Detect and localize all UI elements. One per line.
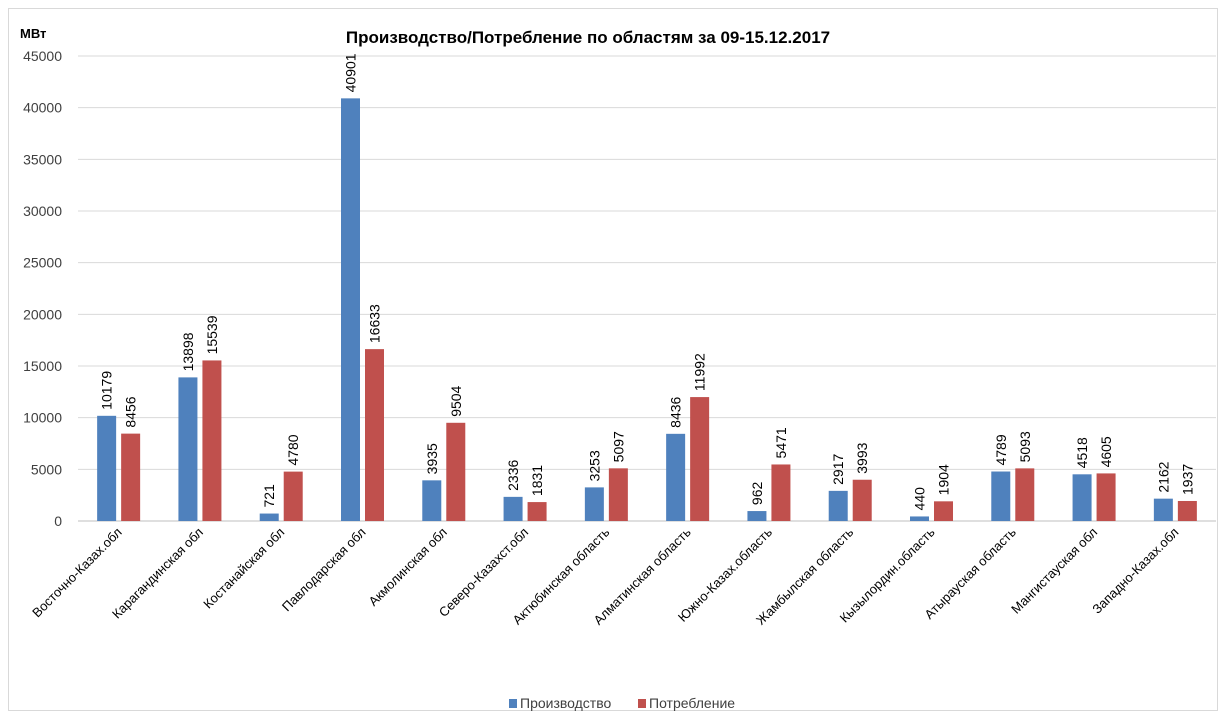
bar-consumption [121,433,141,521]
data-label: 9504 [448,385,464,416]
bar-production [991,471,1011,521]
bar-consumption [1177,500,1197,521]
data-label: 3993 [854,442,870,473]
data-label: 5093 [1017,431,1033,462]
y-tick-label: 45000 [23,48,62,64]
bar-consumption [527,502,547,521]
bar-production [584,487,604,521]
x-tick-label: Мангистауская обл [1008,525,1100,617]
bar-production [341,98,360,522]
data-label: 3253 [586,450,602,481]
data-label: 13898 [180,332,196,371]
bar-production [259,513,279,521]
x-tick-label: Атырауская область [921,524,1019,622]
y-tick-label: 10000 [23,410,62,426]
legend-swatch-consumption [638,699,646,708]
bar-consumption [934,501,953,521]
data-label: 1937 [1179,464,1195,495]
data-label: 10179 [99,371,115,410]
y-tick-label: 20000 [23,306,62,322]
x-tick-label: Акмолинская обл [366,525,450,609]
data-label: 1831 [529,465,545,496]
data-label: 11992 [692,353,708,391]
bar-production [910,516,929,521]
data-label: 2917 [830,453,846,484]
data-label: 5097 [610,431,626,462]
bar-production [1072,474,1092,521]
bar-consumption [608,468,628,521]
bars [97,98,1197,522]
data-label: 721 [261,484,277,508]
y-tick-label: 35000 [23,151,62,167]
chart-frame [8,8,1218,711]
x-tick-label: Северо-Казахст.обл [436,525,531,620]
y-tick-label: 5000 [31,461,62,477]
bar-production [828,490,848,521]
data-label: 2162 [1155,461,1171,492]
data-label: 5471 [773,427,789,458]
data-label: 962 [749,481,765,505]
y-tick-label: 30000 [23,203,62,219]
bar-production [1153,498,1173,521]
y-tick-label: 0 [54,513,62,529]
data-label: 4780 [285,434,301,465]
data-label: 4518 [1074,437,1090,468]
bar-production [747,511,767,521]
data-label: 8456 [123,396,139,427]
bar-consumption [690,397,710,521]
gridlines [78,55,1216,522]
bar-consumption [446,422,466,521]
data-label: 8436 [668,396,684,427]
data-labels: 10179 8456 13898 15539 721 4780 40901 16633 3935… [99,53,1196,510]
data-label: 16633 [367,304,383,343]
x-tick-label: Западно-Казах.обл [1089,525,1181,617]
y-tick-label: 15000 [23,358,62,374]
x-tick-label: Костанайская обл [200,525,287,612]
bar-consumption [1096,473,1116,521]
bar-production [422,480,442,521]
legend: Производство Потребление [509,695,735,711]
bar-consumption [283,471,303,521]
x-tick-label: Павлодарская обл [279,525,369,615]
legend-swatch-production [509,699,517,708]
data-label: 3935 [424,443,440,474]
bar-production [666,433,686,521]
bar-production [97,415,117,521]
y-axis-ticks: 0 5000 10000 15000 20000 25000 30000 35000 40000… [23,48,62,529]
bar-consumption [1015,468,1035,521]
chart-title: Производство/Потребление по областям за … [346,28,830,47]
bar-consumption [771,464,791,521]
x-tick-label: Карагандинская обл [109,525,206,622]
data-label: 40901 [343,53,359,92]
bar-production [503,496,523,521]
data-label: 15539 [204,315,220,354]
x-tick-label: Восточно-Казах.обл [29,525,125,621]
legend-label-consumption: Потребление [649,695,735,711]
data-label: 440 [912,487,928,511]
bar-consumption [202,360,222,521]
y-axis-unit-label: МВт [20,26,46,41]
data-label: 2336 [505,460,521,491]
bar-consumption [365,349,384,521]
y-tick-label: 25000 [23,255,62,271]
legend-label-production: Производство [520,695,611,711]
data-label: 4789 [993,434,1009,465]
y-tick-label: 40000 [23,100,62,116]
data-label: 4605 [1098,436,1114,467]
bar-consumption [852,479,872,521]
data-label: 1904 [936,464,952,495]
bar-production [178,377,198,521]
